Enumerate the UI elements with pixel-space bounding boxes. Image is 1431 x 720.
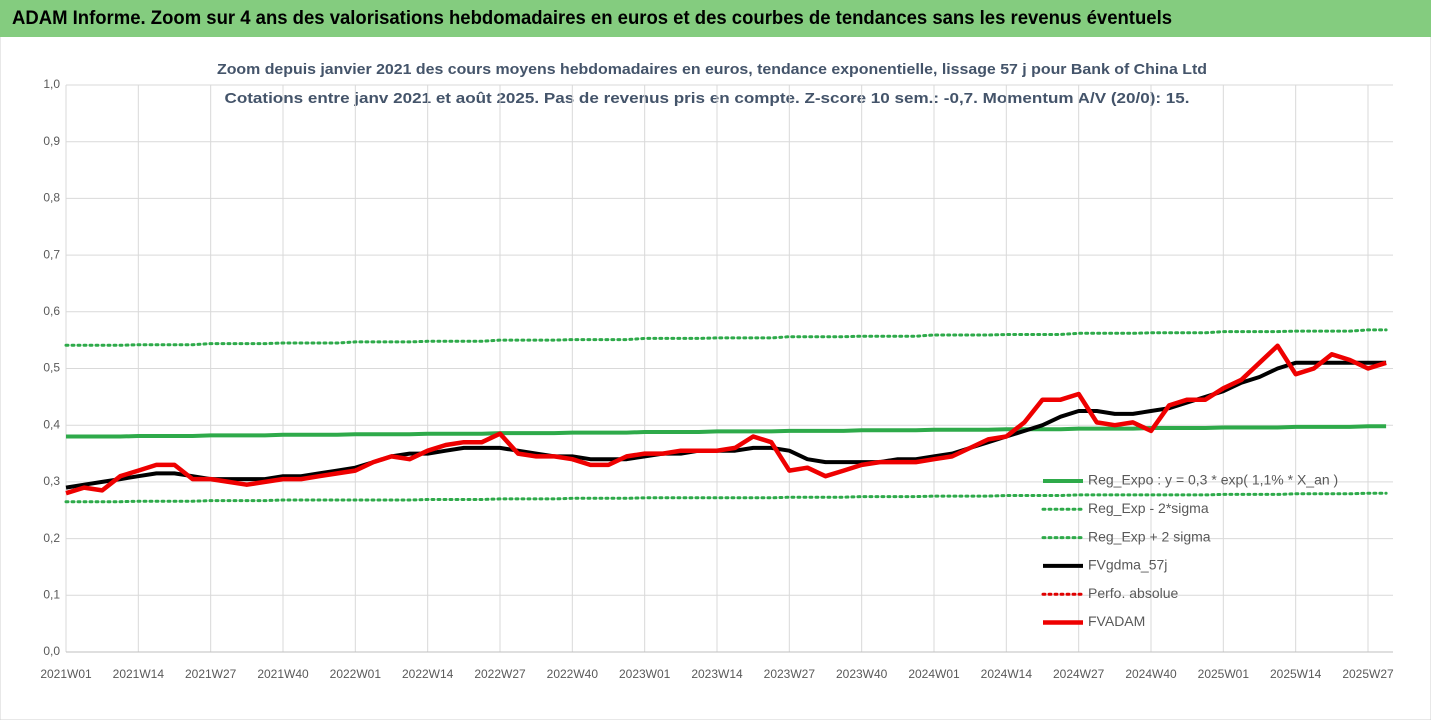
x-tick-label: 2025W27 [1342, 667, 1394, 681]
chart-title: Zoom depuis janvier 2021 des cours moyen… [217, 61, 1207, 78]
header: ADAM Informe. Zoom sur 4 ans des valoris… [12, 8, 1172, 29]
x-tick-label: 2023W40 [836, 667, 888, 681]
chart-subtitle: Cotations entre janv 2021 et août 2025. … [225, 90, 1190, 107]
banner [0, 0, 1431, 37]
series-line [65, 343, 1387, 496]
series-line [64, 491, 1388, 504]
y-tick-label: 0,0 [43, 644, 60, 658]
legend-label: Reg_Exp + 2 sigma [1088, 528, 1211, 544]
x-tick-label: 2021W14 [113, 667, 165, 681]
x-tick-label: 2022W01 [330, 667, 382, 681]
legend-label: Reg_Exp - 2*sigma [1088, 500, 1209, 516]
y-tick-label: 0,3 [43, 474, 60, 488]
x-tick-label: 2025W01 [1198, 667, 1250, 681]
x-tick-label: 2021W40 [257, 667, 309, 681]
legend-label: FVADAM [1088, 613, 1145, 629]
series-line [66, 424, 1387, 439]
legend-label: Perfo. absolue [1088, 585, 1178, 601]
x-tick-label: 2021W27 [185, 667, 237, 681]
y-tick-label: 0,9 [43, 134, 60, 148]
x-tick-label: 2024W27 [1053, 667, 1105, 681]
y-tick-label: 0,6 [43, 304, 60, 318]
x-tick-label: 2022W14 [402, 667, 454, 681]
x-tick-label: 2025W14 [1270, 667, 1322, 681]
x-tick-label: 2023W14 [691, 667, 743, 681]
x-tick-label: 2023W27 [764, 667, 816, 681]
legend-label: Reg_Expo : y = 0,3 * exp( 1,1% * X_an ) [1088, 472, 1338, 488]
x-tick-label: 2022W27 [474, 667, 526, 681]
x-tick-label: 2024W14 [981, 667, 1033, 681]
y-tick-label: 0,2 [43, 531, 60, 545]
x-tick-label: 2023W01 [619, 667, 671, 681]
y-tick-label: 0,5 [43, 361, 60, 375]
y-tick-label: 1,0 [43, 77, 60, 91]
legend-label: FVgdma_57j [1088, 557, 1167, 573]
y-tick-label: 0,1 [43, 587, 60, 601]
y-tick-label: 0,8 [43, 191, 60, 205]
x-tick-label: 2022W40 [547, 667, 599, 681]
x-tick-label: 2024W40 [1125, 667, 1177, 681]
x-tick-label: 2024W01 [908, 667, 960, 681]
y-tick-label: 0,4 [43, 417, 60, 431]
series-line [64, 328, 1388, 347]
y-tick-label: 0,7 [43, 247, 60, 261]
x-tick-label: 2021W01 [40, 667, 92, 681]
